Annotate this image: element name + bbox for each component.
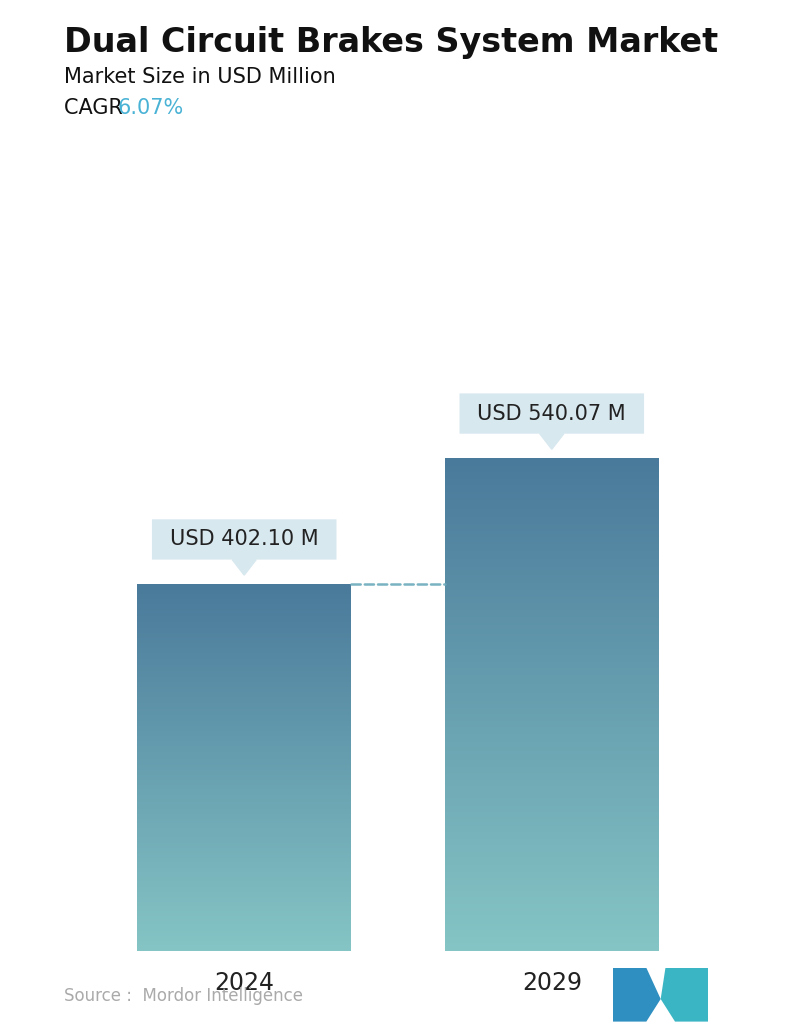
Text: USD 402.10 M: USD 402.10 M	[170, 529, 318, 549]
Polygon shape	[232, 559, 256, 575]
Text: Source :  Mordor Intelligence: Source : Mordor Intelligence	[64, 987, 302, 1005]
Text: USD 540.07 M: USD 540.07 M	[478, 403, 626, 424]
FancyBboxPatch shape	[459, 393, 644, 433]
Text: Market Size in USD Million: Market Size in USD Million	[64, 67, 335, 87]
FancyBboxPatch shape	[152, 519, 337, 559]
Text: 6.07%: 6.07%	[118, 98, 184, 118]
Polygon shape	[661, 968, 708, 1022]
Polygon shape	[540, 433, 564, 449]
Text: Dual Circuit Brakes System Market: Dual Circuit Brakes System Market	[64, 26, 718, 59]
Polygon shape	[613, 968, 661, 1022]
Text: CAGR: CAGR	[64, 98, 136, 118]
